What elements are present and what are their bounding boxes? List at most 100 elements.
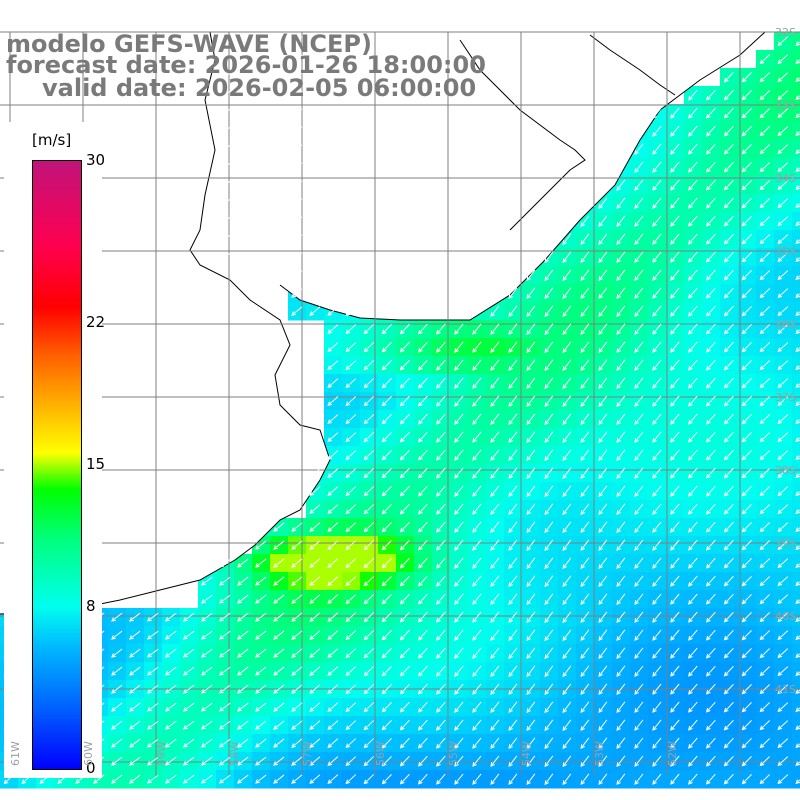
wind-arrow	[255, 738, 267, 748]
wind-arrow	[741, 576, 752, 587]
wind-arrow	[688, 503, 698, 515]
wind-arrow	[652, 377, 662, 389]
wind-arrow	[670, 557, 680, 569]
wind-arrow	[200, 720, 213, 730]
wind-arrow	[670, 197, 680, 209]
wind-arrow	[741, 486, 752, 497]
wind-arrow	[236, 648, 249, 658]
wind-arrow	[544, 701, 554, 714]
wind-arrow	[255, 756, 267, 766]
wind-arrow	[580, 575, 590, 588]
wind-arrow	[598, 431, 608, 444]
wind-arrow	[255, 630, 267, 640]
wind-arrow	[255, 198, 267, 208]
wind-arrow	[705, 89, 716, 101]
wind-arrow	[616, 395, 626, 407]
wind-arrow	[472, 665, 482, 677]
wind-arrow	[580, 719, 590, 732]
wind-arrow	[236, 756, 249, 766]
wind-arrow	[580, 683, 590, 696]
wind-arrow	[634, 395, 644, 407]
wind-cell	[792, 320, 800, 339]
wind-arrow	[652, 287, 662, 299]
wind-arrow	[705, 107, 716, 119]
wind-arrow	[562, 539, 572, 552]
wind-arrow	[526, 755, 536, 768]
wind-arrow	[111, 630, 123, 640]
wind-arrow	[381, 611, 392, 623]
wind-arrow	[705, 377, 716, 389]
wind-arrow	[688, 773, 698, 785]
wind-arrow	[363, 108, 374, 119]
wind-arrow	[363, 342, 374, 353]
wind-arrow	[688, 575, 698, 587]
wind-cell	[792, 518, 800, 537]
wind-arrow	[723, 161, 734, 173]
wind-arrow	[164, 774, 177, 784]
wind-arrow	[454, 737, 464, 749]
wind-arrow	[634, 485, 644, 497]
wind-arrow	[327, 216, 339, 227]
wind-arrow	[309, 522, 321, 532]
wind-arrow	[795, 437, 800, 443]
wind-cell	[792, 482, 800, 501]
wind-arrow	[580, 503, 590, 516]
wind-arrow	[652, 359, 662, 371]
wind-arrow	[490, 485, 500, 497]
wind-arrow	[363, 288, 374, 299]
wind-arrow	[309, 738, 321, 748]
wind-arrow	[436, 683, 446, 695]
wind-arrow	[688, 593, 698, 605]
wind-arrow	[777, 360, 789, 371]
wind-arrow	[634, 665, 644, 677]
wind-arrow	[472, 359, 482, 371]
wind-arrow	[182, 756, 195, 766]
wind-arrow	[345, 270, 357, 281]
wind-arrow	[454, 287, 464, 299]
wind-arrow	[454, 377, 464, 389]
wind-arrow	[399, 575, 410, 587]
wind-arrow	[616, 539, 626, 551]
wind-arrow	[562, 521, 572, 534]
wind-arrow	[490, 737, 500, 749]
wind-arrow	[146, 774, 159, 784]
wind-arrow	[309, 486, 321, 496]
wind-arrow	[741, 360, 752, 371]
wind-arrow	[526, 539, 536, 552]
wind-arrow	[309, 504, 321, 514]
wind-arrow	[705, 719, 716, 731]
wind-arrow	[255, 702, 267, 712]
wind-arrow	[526, 557, 536, 570]
wind-arrow	[327, 612, 339, 623]
wind-arrow	[291, 630, 303, 640]
wind-arrow	[705, 575, 716, 587]
wind-arrow	[562, 701, 572, 714]
wind-arrow	[363, 666, 374, 677]
wind-arrow	[670, 305, 680, 317]
wind-arrow	[218, 216, 231, 226]
wind-arrow	[436, 341, 446, 353]
wind-arrow	[417, 737, 428, 749]
wind-arrow	[562, 395, 572, 408]
latitude-label: 41S	[775, 683, 796, 696]
wind-arrow	[598, 575, 608, 588]
wind-arrow	[345, 108, 357, 119]
wind-arrow	[164, 756, 177, 766]
wind-arrow	[670, 125, 680, 137]
wind-arrow	[634, 143, 644, 155]
wind-arrow	[363, 720, 374, 731]
wind-arrow	[544, 485, 554, 498]
wind-arrow	[236, 684, 249, 694]
wind-arrow	[526, 665, 536, 678]
wind-arrow	[759, 702, 771, 713]
wind-arrow	[218, 648, 231, 658]
wind-arrow	[236, 738, 249, 748]
wind-arrow	[759, 72, 771, 83]
wind-arrow	[580, 593, 590, 606]
wind-arrow	[616, 359, 626, 371]
wind-arrow	[363, 216, 374, 227]
wind-arrow	[795, 113, 800, 119]
wind-arrow	[273, 90, 285, 100]
wind-arrow	[634, 233, 644, 245]
